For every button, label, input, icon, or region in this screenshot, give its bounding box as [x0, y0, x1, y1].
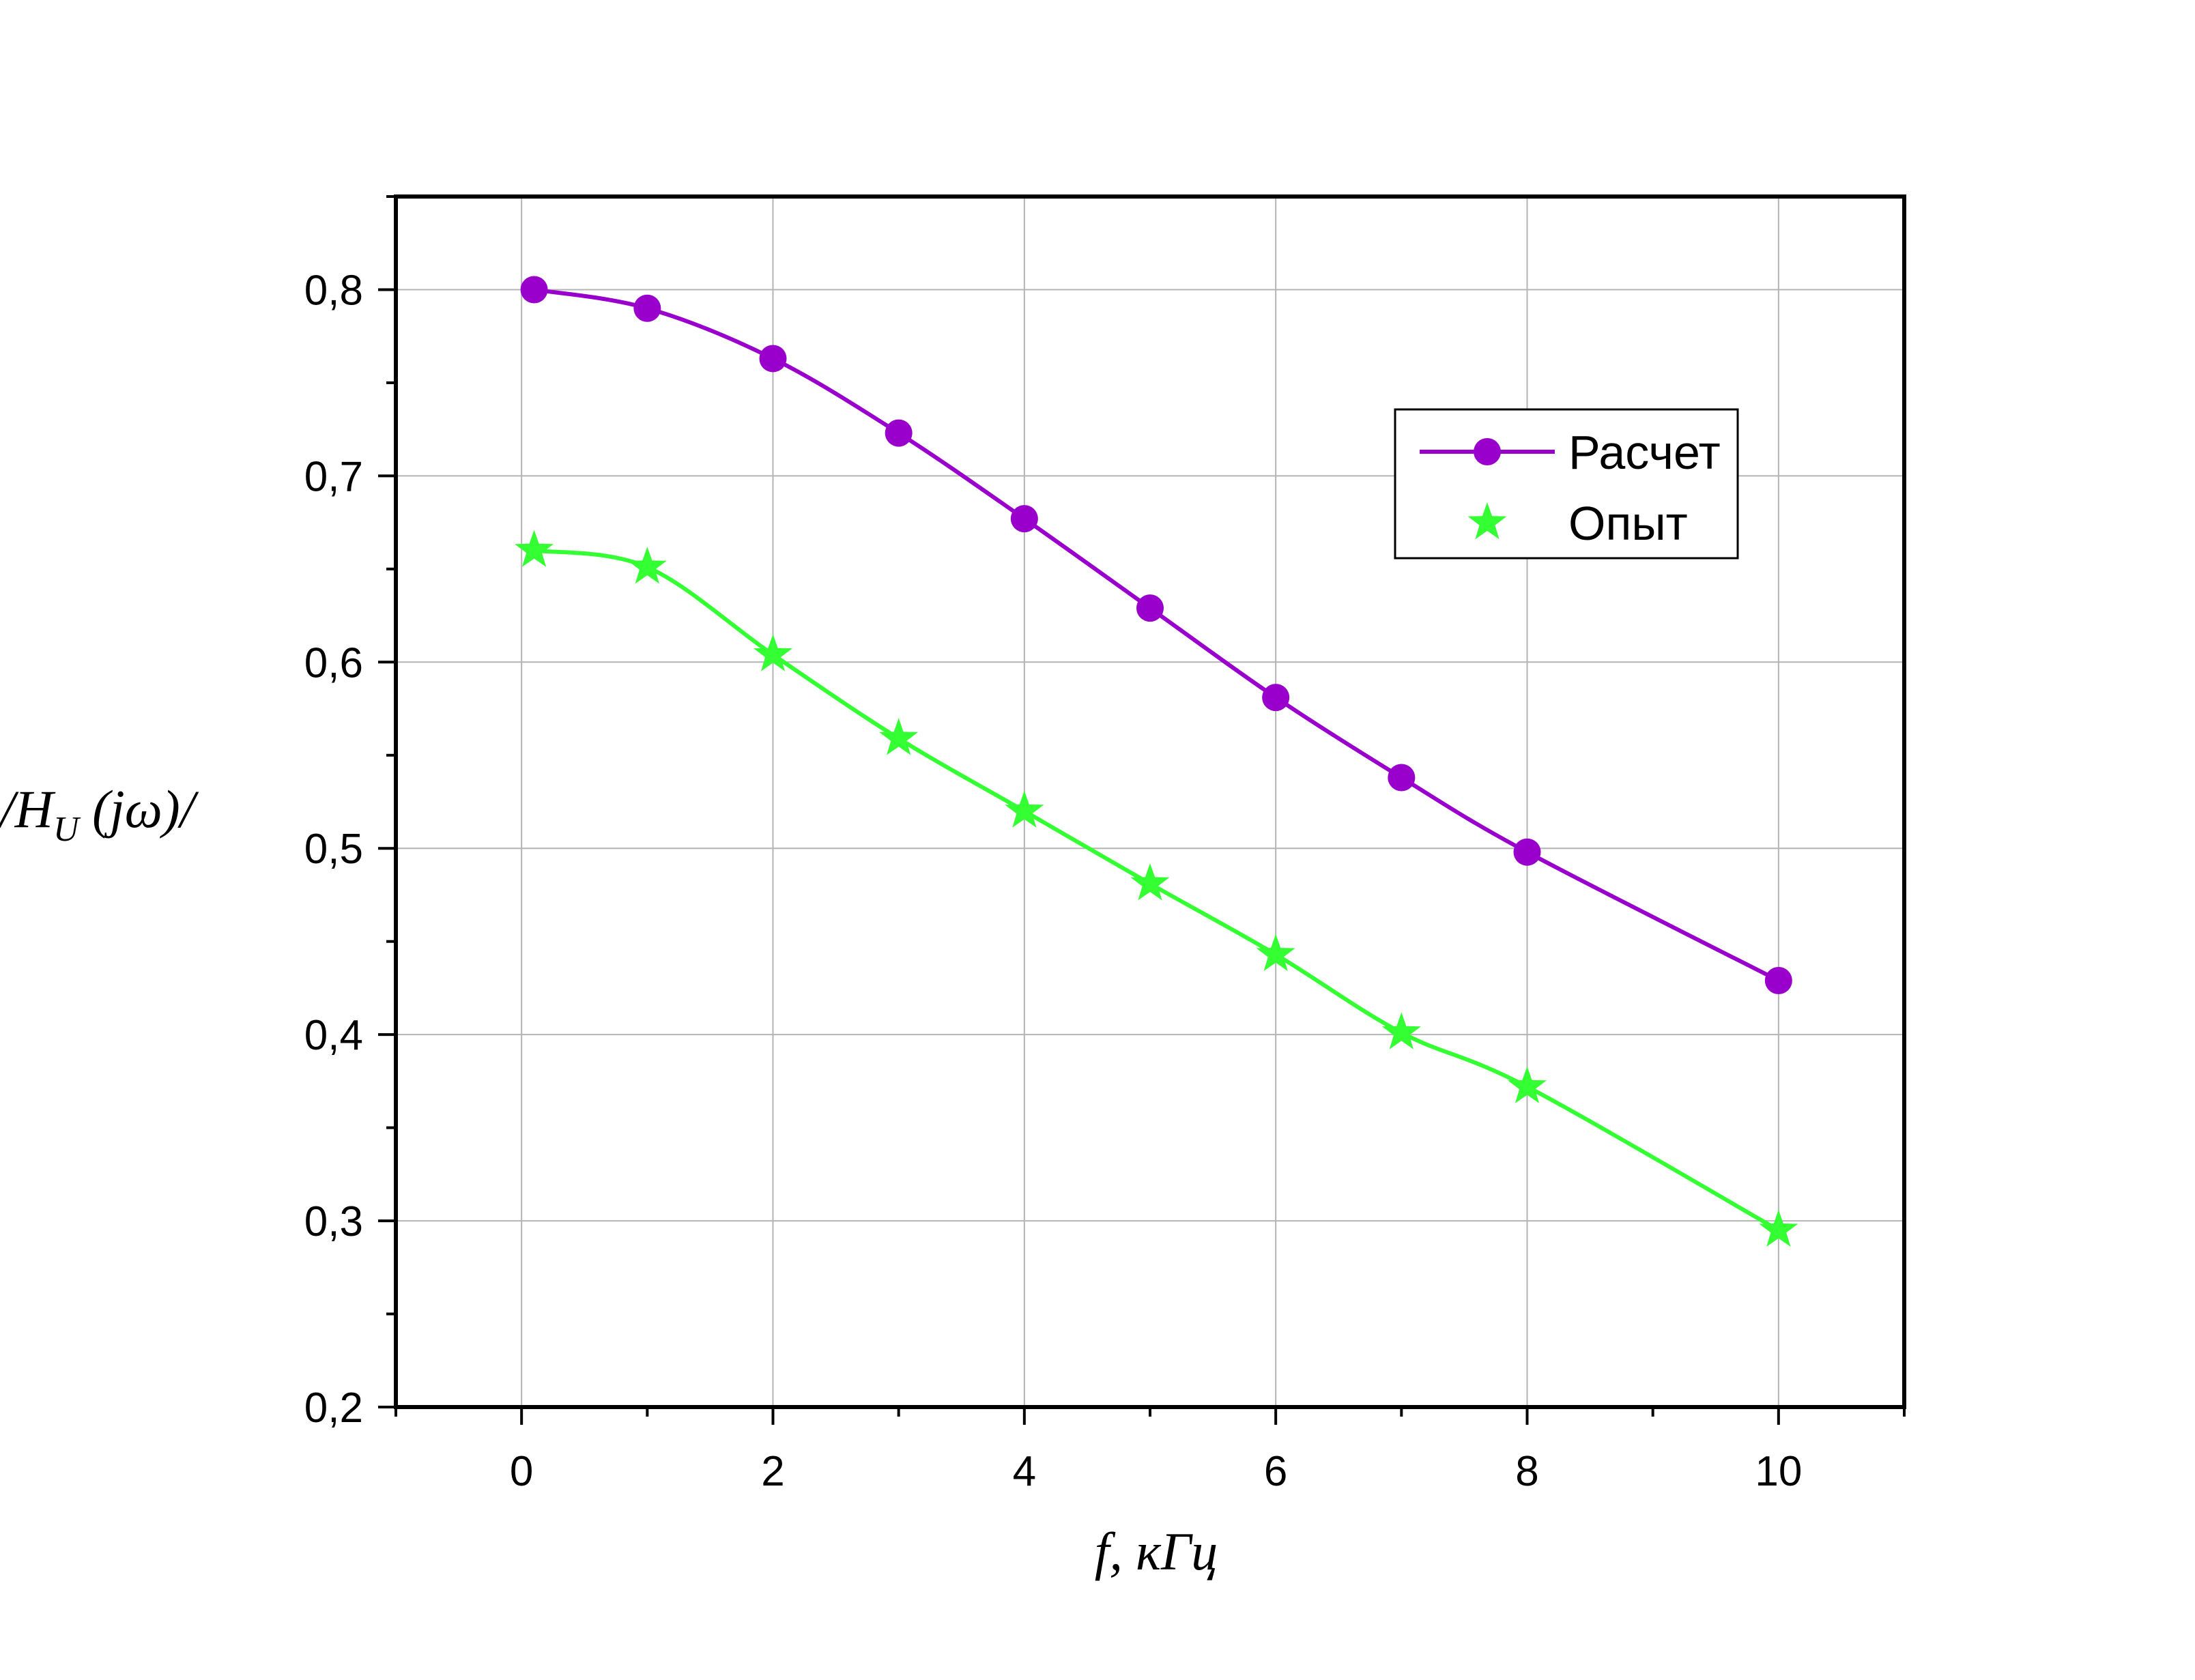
data-point-circle — [885, 419, 913, 447]
data-point-star — [1759, 1209, 1798, 1247]
legend-marker-star — [1467, 502, 1507, 540]
x-axis-title: f, кГц — [1095, 1522, 1218, 1581]
legend-label-1: Расчет — [1568, 426, 1721, 479]
y-tick-label: 0,5 — [304, 826, 363, 873]
data-point-star — [1005, 790, 1044, 828]
data-point-circle — [1388, 764, 1416, 792]
legend-box — [1394, 408, 1739, 560]
data-point-star — [1130, 863, 1170, 901]
data-point-circle — [1010, 505, 1038, 533]
y-axis-title-subscript: U — [53, 810, 81, 849]
series-layer — [515, 276, 1798, 1247]
data-point-circle — [1262, 684, 1290, 712]
y-tick-label: 0,6 — [304, 639, 363, 686]
y-axis-title-rest: (jω)/ — [79, 779, 199, 839]
y-axis-title-main: /H — [0, 779, 56, 839]
y-tick-label: 0,3 — [304, 1198, 363, 1245]
series-line-1 — [534, 287, 1780, 983]
legend-marker-circle — [1474, 438, 1501, 465]
x-tick-label: 10 — [1755, 1448, 1802, 1495]
y-tick-label: 0,8 — [304, 267, 363, 314]
plot-frame — [394, 194, 1906, 1409]
data-point-circle — [1764, 967, 1792, 995]
series-line-2 — [534, 548, 1780, 1232]
data-point-star — [754, 634, 792, 671]
data-point-star — [1256, 933, 1295, 972]
legend: Расчет Опыт — [1394, 408, 1739, 560]
y-tick-label: 0,7 — [304, 453, 363, 500]
x-tick-label: 2 — [761, 1448, 784, 1495]
x-tick-label: 0 — [510, 1448, 533, 1495]
legend-label-2: Опыт — [1568, 497, 1688, 550]
x-tick-label: 6 — [1264, 1448, 1287, 1495]
data-point-star — [515, 530, 554, 567]
data-point-star — [879, 718, 919, 755]
grid — [396, 197, 1904, 1408]
data-point-star — [627, 547, 667, 584]
data-point-circle — [1513, 838, 1541, 866]
x-tick-label: 8 — [1515, 1448, 1538, 1495]
axis-ticks: 0 2 4 6 8 10 0,2 0,3 0,4 0,5 0,6 0,7 0,8 — [304, 195, 1906, 1495]
data-point-circle — [759, 345, 787, 373]
x-tick-label: 4 — [1013, 1448, 1036, 1495]
data-point-star — [1508, 1066, 1547, 1103]
y-axis-title: /HU (jω)/ — [0, 779, 199, 849]
y-tick-label: 0,4 — [304, 1012, 363, 1059]
data-point-star — [1381, 1012, 1421, 1049]
data-point-circle — [1136, 594, 1164, 622]
y-tick-label: 0,2 — [304, 1385, 363, 1432]
data-point-circle — [520, 276, 548, 304]
data-point-circle — [633, 294, 661, 322]
